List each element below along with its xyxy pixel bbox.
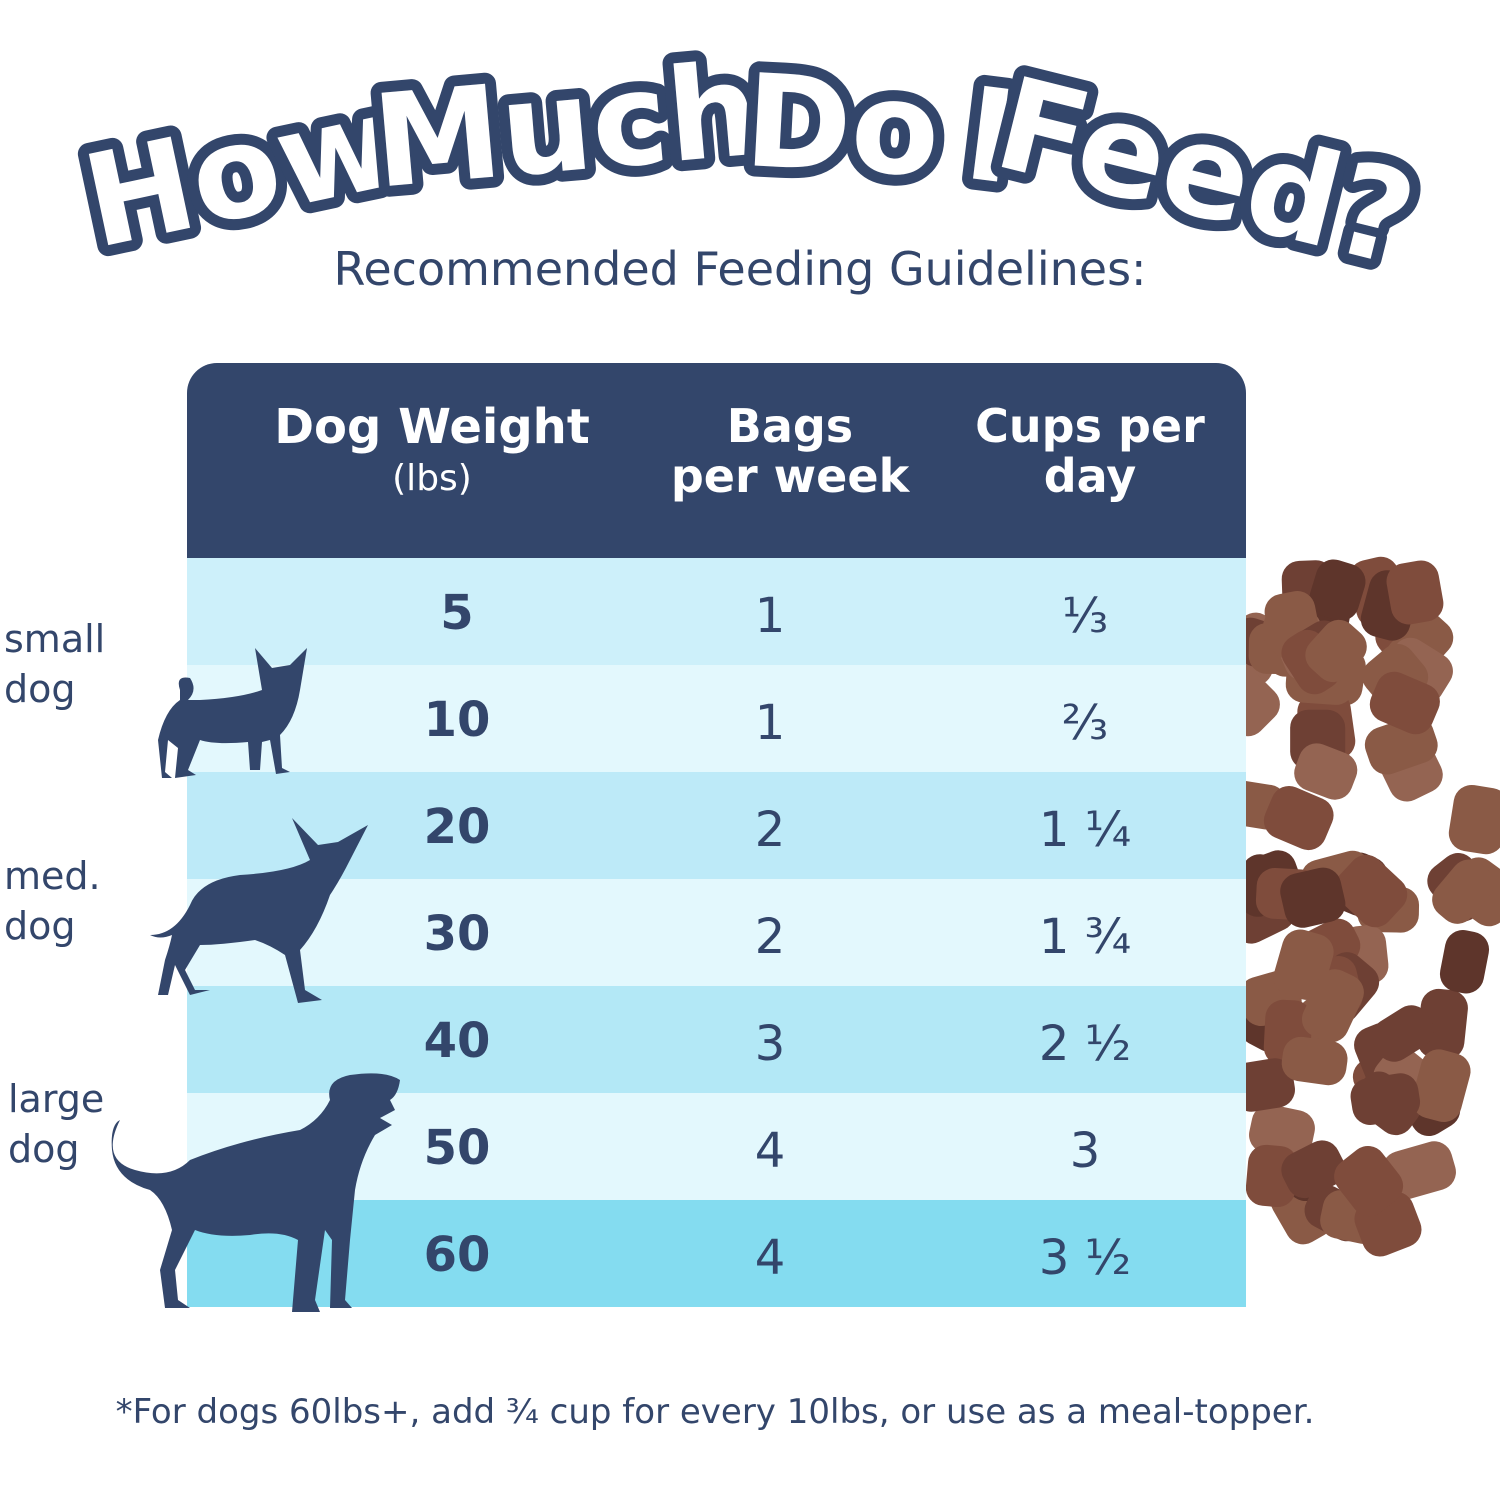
- large-dog-icon: [111, 1073, 401, 1312]
- kibble-piece: [1294, 743, 1358, 800]
- bags-cell: 1: [754, 695, 786, 751]
- table-row: 60 4 3 ½: [187, 1200, 1246, 1307]
- bags-cell: 1: [754, 588, 786, 644]
- small-dog-icon: [158, 648, 307, 778]
- weight-cell: 30: [423, 906, 491, 962]
- size-label-line: dog: [8, 1127, 80, 1171]
- cups-cell: 3 ½: [1038, 1230, 1132, 1286]
- footnote: *For dogs 60lbs+, add ¾ cup for every 10…: [115, 1392, 1315, 1432]
- kibble-piece: [1280, 867, 1346, 928]
- size-label-line: med.: [4, 854, 101, 898]
- kibble-piece: [1386, 560, 1444, 625]
- header-main: Dog Weight: [274, 399, 590, 455]
- weight-cell: 50: [423, 1120, 491, 1176]
- table-header: Dog Weight (lbs) Bags per week Cups per …: [187, 363, 1246, 558]
- kibble-piece: [1417, 988, 1468, 1060]
- weight-cell: 5: [440, 585, 474, 641]
- header-main: Cups per: [975, 399, 1205, 453]
- weight-cell: 40: [423, 1013, 491, 1069]
- kibble-piece: [1411, 1049, 1471, 1123]
- kibble-piece: [1231, 1058, 1295, 1112]
- header-main: Bags: [726, 399, 854, 453]
- bags-cell: 4: [754, 1230, 786, 1286]
- cups-cell: 1 ¼: [1038, 802, 1132, 858]
- kibble-piece: [1432, 859, 1495, 924]
- kibble-piece: [1369, 671, 1440, 735]
- kibble-piece: [1448, 784, 1500, 855]
- kibble-piece: [1281, 1036, 1348, 1086]
- header-cups: Cups per day: [940, 401, 1240, 501]
- weight-cell: 60: [423, 1227, 491, 1283]
- header-sub: (lbs): [392, 458, 472, 499]
- kibble-piece: [1263, 785, 1334, 851]
- kibble-piece: [1281, 1140, 1346, 1199]
- cups-cell: 2 ½: [1038, 1016, 1132, 1072]
- bags-cell: 4: [754, 1123, 786, 1179]
- size-label-medium: med. dog: [4, 851, 101, 951]
- size-label-large: large dog: [8, 1074, 104, 1174]
- bags-cell: 2: [754, 802, 786, 858]
- header-dog-weight: Dog Weight (lbs): [257, 401, 607, 505]
- kibble-piece: [1305, 619, 1367, 683]
- cups-cell: ⅔: [1061, 695, 1109, 751]
- kibble-piece: [1371, 1005, 1434, 1062]
- subtitle: Recommended Feeding Guidelines:: [333, 242, 1147, 296]
- table-row: 5 1 ⅓: [187, 558, 1246, 665]
- title-word: Do: [741, 47, 943, 206]
- size-label-line: dog: [4, 667, 76, 711]
- kibble-piece: [1309, 559, 1366, 621]
- size-label-line: small: [4, 617, 106, 661]
- table-row: 30 2 1 ¾: [187, 879, 1246, 986]
- kibble-piece: [1334, 854, 1408, 928]
- kibble-piece: [1439, 930, 1490, 994]
- kibble-piece: [1350, 1073, 1421, 1125]
- weight-cell: 20: [423, 799, 491, 855]
- bags-cell: 3: [754, 1016, 786, 1072]
- weight-cell: 10: [423, 692, 491, 748]
- bags-cell: 2: [754, 909, 786, 965]
- kibble-piece: [1301, 969, 1364, 1043]
- size-label-line: dog: [4, 904, 76, 948]
- page-title: How Much Do I Feed?: [61, 25, 1439, 307]
- header-sub: per week: [670, 449, 910, 503]
- cups-cell: ⅓: [1061, 588, 1109, 644]
- cups-cell: 3: [1069, 1123, 1101, 1179]
- table-row: 10 1 ⅔: [187, 665, 1246, 772]
- table-row: 20 2 1 ¼: [187, 772, 1246, 879]
- medium-dog-icon: [150, 818, 368, 1003]
- kibble-piece: [1334, 1145, 1404, 1217]
- cups-cell: 1 ¾: [1038, 909, 1132, 965]
- size-label-line: large: [8, 1077, 105, 1121]
- header-bags: Bags per week: [640, 401, 940, 501]
- header-sub: day: [1043, 449, 1137, 503]
- size-label-small: small dog: [4, 614, 105, 714]
